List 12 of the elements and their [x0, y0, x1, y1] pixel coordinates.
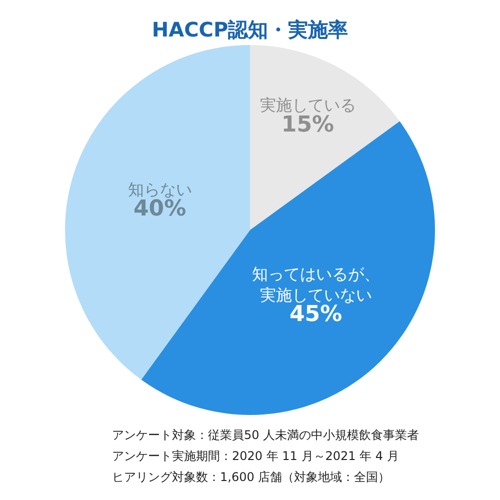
pie-slice: [250, 45, 400, 230]
slice-label: 実施している: [260, 96, 356, 115]
text: アンケート対象：従業員50 人未満の中小規模飲食事業者: [112, 428, 420, 442]
slice-label: 知ってはいるが、実施していない: [252, 264, 380, 304]
chart-title: HACCP認知・実施率: [152, 18, 348, 42]
data-label: 40%: [133, 196, 186, 222]
data-label: 15%: [281, 112, 334, 138]
data-label: 45%: [289, 302, 342, 328]
text: ヒアリング対象数：1,600 店舗（対象地域：全国）: [112, 470, 390, 484]
slice-label: 知らない: [128, 180, 192, 199]
pie-slice: [65, 45, 250, 380]
text: アンケート実施期間：2020 年 11 月～2021 年 4 月: [112, 449, 399, 463]
